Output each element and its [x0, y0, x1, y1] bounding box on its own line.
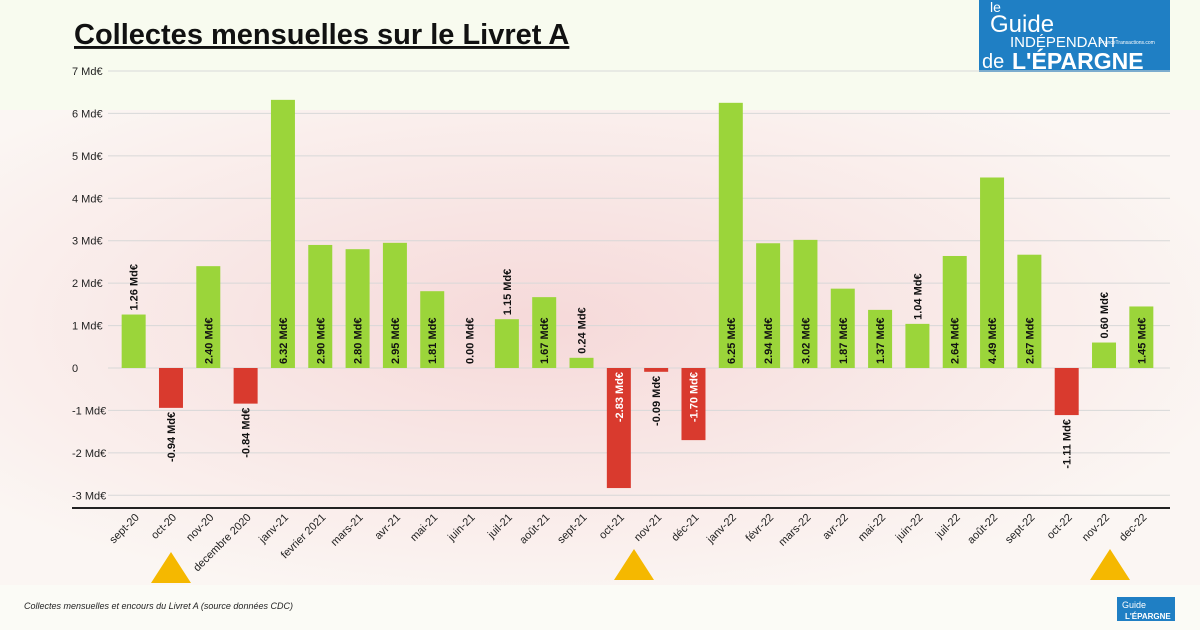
bar	[532, 297, 557, 368]
value-label: 2.90 Md€	[315, 318, 327, 364]
triangle-marker	[151, 552, 191, 583]
y-tick-label: 2 Md€	[72, 278, 103, 290]
logo-text: INDÉPENDANT	[1010, 34, 1118, 51]
bar	[1017, 254, 1042, 368]
bar	[382, 242, 407, 368]
bar	[158, 367, 183, 408]
y-tick-label: 6 Md€	[72, 108, 103, 120]
logo-text: L'ÉPARGNE	[1012, 47, 1144, 74]
bar	[308, 244, 333, 368]
value-label: 1.67 Md€	[539, 318, 551, 364]
value-label: 2.95 Md€	[390, 318, 402, 364]
bar	[233, 367, 258, 404]
value-label: -1.70 Md€	[688, 372, 700, 422]
bar	[1092, 342, 1117, 368]
logo-text: le	[990, 0, 1001, 15]
bar	[644, 367, 669, 372]
bar	[868, 309, 893, 368]
bar	[420, 291, 445, 368]
bar	[196, 266, 221, 368]
logo-text: de	[982, 51, 1004, 73]
logo: le Guide INDÉPENDANT FranceTransactions.…	[979, 0, 1170, 74]
value-label: 4.49 Md€	[987, 318, 999, 364]
bar	[494, 319, 519, 368]
bar	[830, 288, 855, 368]
value-label: 2.67 Md€	[1024, 318, 1036, 364]
bar	[1129, 306, 1154, 368]
value-label: 0.00 Md€	[465, 318, 477, 364]
value-label: 1.15 Md€	[502, 269, 514, 315]
bar	[793, 239, 818, 368]
bar	[569, 357, 594, 368]
value-label: 1.45 Md€	[1136, 318, 1148, 364]
triangle-marker	[1090, 549, 1130, 580]
logo-box	[979, 0, 1170, 72]
value-label: 6.32 Md€	[278, 318, 290, 364]
bar	[121, 314, 146, 368]
value-label: 1.26 Md€	[129, 264, 141, 310]
value-label: -0.09 Md€	[651, 376, 663, 426]
small-logo: Guide L'ÉPARGNE	[1117, 597, 1175, 621]
y-tick-label: 1 Md€	[72, 321, 103, 333]
bar	[1054, 367, 1079, 416]
y-tick-label: 0	[72, 363, 78, 375]
logo-text: Guide	[1122, 600, 1146, 610]
value-label: 3.02 Md€	[800, 318, 812, 364]
value-label: 0.24 Md€	[577, 307, 589, 353]
bar	[942, 255, 967, 368]
bar	[270, 99, 295, 368]
value-label: 0.60 Md€	[1099, 292, 1111, 338]
bar	[980, 177, 1005, 368]
value-label: -0.84 Md€	[241, 408, 253, 458]
logo-box	[1117, 597, 1175, 621]
value-label: -2.83 Md€	[614, 372, 626, 422]
bar	[345, 249, 370, 368]
y-tick-label: -2 Md€	[72, 448, 106, 460]
bar	[756, 243, 781, 368]
value-label: 1.37 Md€	[875, 318, 887, 364]
bar	[606, 367, 631, 489]
logo-text: L'ÉPARGNE	[1125, 612, 1171, 621]
caption: Collectes mensuelles et encours du Livre…	[24, 601, 293, 611]
y-tick-label: 4 Md€	[72, 193, 103, 205]
y-tick-label: -1 Md€	[72, 405, 106, 417]
value-label: 1.04 Md€	[912, 273, 924, 319]
logo-text: Guide	[990, 11, 1054, 38]
value-label: 1.87 Md€	[838, 318, 850, 364]
logo-text: FranceTransactions.com	[1100, 40, 1155, 46]
value-label: 2.80 Md€	[353, 318, 365, 364]
y-tick-label: -3 Md€	[72, 490, 106, 502]
value-label: -1.11 Md€	[1062, 419, 1074, 469]
value-label: 2.40 Md€	[203, 318, 215, 364]
value-label: 2.64 Md€	[950, 318, 962, 364]
chart-title: Collectes mensuelles sur le Livret A	[74, 19, 569, 51]
bar	[718, 102, 743, 368]
value-label: -0.94 Md€	[166, 412, 178, 462]
bar	[681, 367, 706, 441]
y-tick-label: 7 Md€	[72, 66, 103, 78]
value-label: 1.81 Md€	[427, 318, 439, 364]
value-label: 6.25 Md€	[726, 318, 738, 364]
value-label: 2.94 Md€	[763, 318, 775, 364]
y-tick-label: 5 Md€	[72, 151, 103, 163]
bar	[905, 323, 930, 368]
y-tick-label: 3 Md€	[72, 236, 103, 248]
triangle-marker	[614, 549, 654, 580]
